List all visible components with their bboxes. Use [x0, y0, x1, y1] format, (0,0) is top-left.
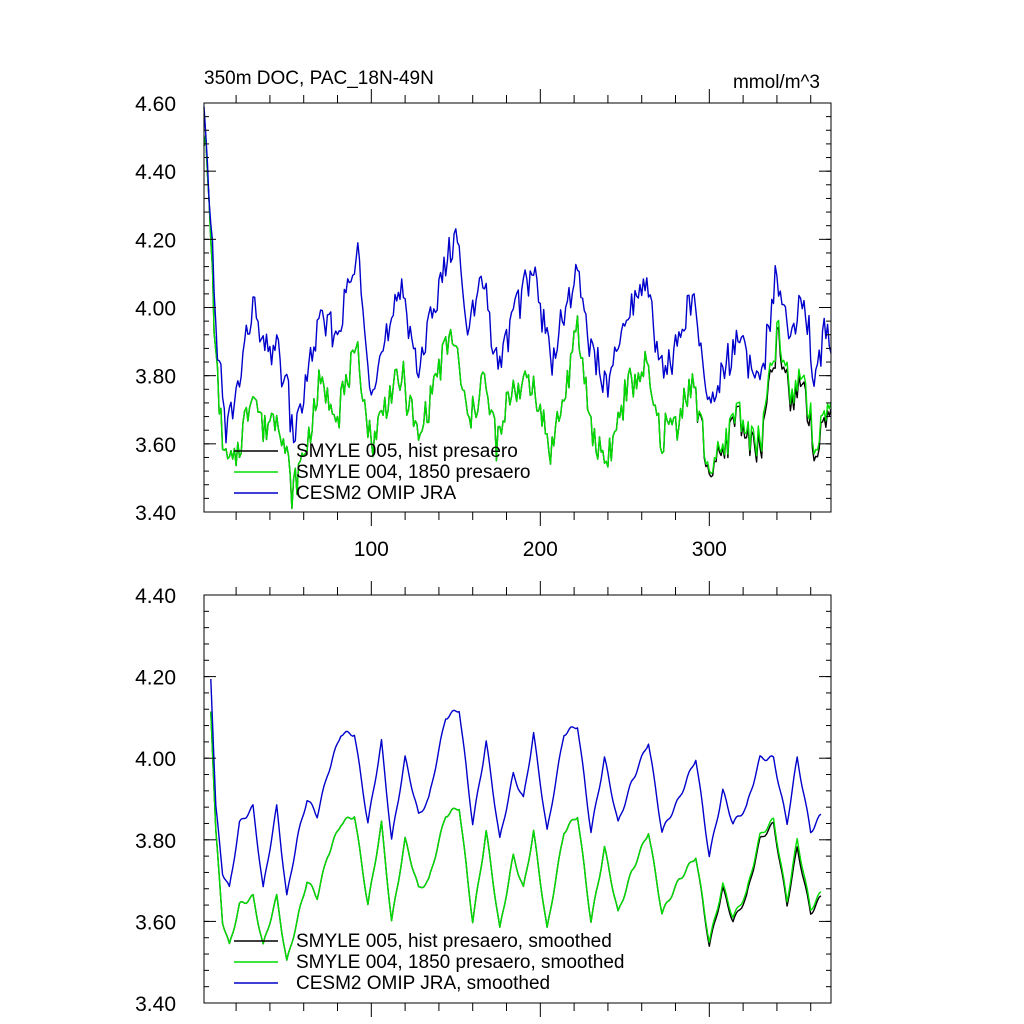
- top-panel-units: mmol/m^3: [733, 72, 820, 93]
- top-tick-layer: 3.40 3.60 3.80 4.00 4.20 4.40 4.60 100 200 300: [135, 89, 831, 561]
- y-tick-label: 4.00: [135, 748, 176, 771]
- y-tick-label: 4.20: [135, 667, 176, 690]
- bottom-panel: 3.40 3.60 3.80 4.00 4.20 4.40 SMYLE 005, hist…: [135, 581, 832, 1017]
- y-tick-label: 3.80: [135, 830, 176, 853]
- y-tick-label: 3.60: [135, 911, 176, 934]
- top-panel: 350m DOC, PAC_18N-49N mmol/m^3 3.403.603…: [135, 68, 832, 561]
- series-line-1: [210, 711, 822, 961]
- legend-label: SMYLE 005, hist presaero: [296, 441, 518, 462]
- y-tick-label: 3.40: [135, 502, 176, 525]
- y-tick-label: 4.40: [135, 161, 176, 184]
- y-tick-label: 4.00: [135, 298, 176, 321]
- series-line-3: [203, 106, 832, 444]
- bottom-legend: SMYLE 005, hist presaero, smoothedSMYLE …: [234, 931, 624, 994]
- x-tick-label: 300: [692, 538, 727, 561]
- legend-label: CESM2 OMIP JRA: [296, 483, 456, 504]
- y-tick-label: 3.60: [135, 434, 176, 457]
- y-tick-label: 4.60: [135, 93, 176, 116]
- series-line-2: [203, 134, 832, 510]
- y-tick-label: 3.80: [135, 366, 176, 389]
- series-line-3: [210, 678, 822, 896]
- x-tick-label: 100: [354, 538, 389, 561]
- bottom-tick-layer: 3.40 3.60 3.80 4.00 4.20 4.40: [135, 581, 831, 1017]
- y-tick-label: 4.20: [135, 229, 176, 252]
- legend-label: SMYLE 005, hist presaero, smoothed: [296, 931, 612, 952]
- legend-label: CESM2 OMIP JRA, smoothed: [296, 973, 550, 994]
- y-tick-label: 4.40: [135, 585, 176, 608]
- top-plot-frame: [203, 102, 832, 513]
- legend-label: SMYLE 004, 1850 presaero, smoothed: [296, 952, 624, 973]
- top-panel-title: 350m DOC, PAC_18N-49N: [204, 68, 434, 89]
- top-series-layer: [203, 106, 832, 510]
- y-tick-label: 3.40: [135, 993, 176, 1016]
- legend-label: SMYLE 004, 1850 presaero: [296, 462, 531, 483]
- series-line-2: [210, 711, 822, 961]
- bottom-plot-frame: [203, 594, 832, 1004]
- bottom-series-layer: [210, 678, 822, 961]
- x-tick-label: 200: [523, 538, 558, 561]
